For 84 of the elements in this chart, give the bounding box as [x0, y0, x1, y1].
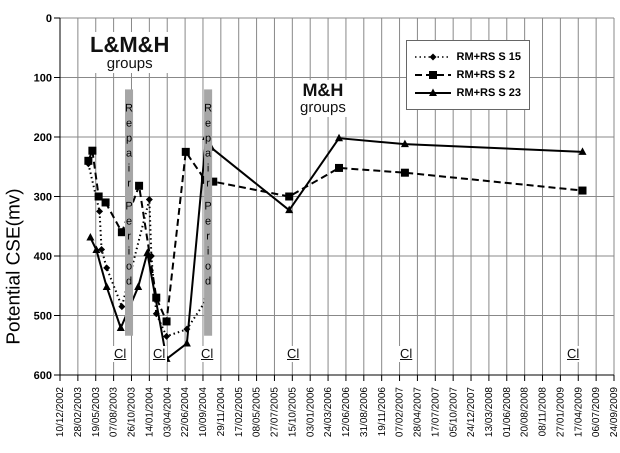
x-tick-label: 10/12/2002: [55, 386, 66, 438]
point: [88, 146, 96, 155]
y-tick-label: 100: [34, 72, 52, 84]
x-tick-label: 17/04/2009: [573, 386, 584, 438]
x-tick-label: 22/06/2004: [180, 386, 192, 438]
annotation: Cl: [153, 346, 166, 361]
annotation: Cl: [287, 346, 300, 361]
point: [335, 134, 344, 142]
point: [146, 196, 153, 203]
y-tick-label: 500: [34, 310, 52, 322]
point: [162, 317, 171, 326]
x-tick-label: 07/02/2007: [394, 386, 406, 438]
x-tick-label: 29/11/2004: [216, 386, 227, 436]
x-tick-label: 01/06/2008: [502, 386, 513, 438]
point: [84, 156, 92, 165]
annotation: Cl: [400, 346, 412, 361]
point: [182, 338, 191, 346]
x-tick-label: 27/07/2005: [270, 386, 281, 438]
x-tick-label: 28/02/2003: [72, 386, 84, 438]
point: [92, 246, 100, 254]
x-tick-label: 28/04/2007: [412, 386, 424, 438]
y-tick-label: 0: [46, 12, 52, 25]
point: [182, 148, 190, 156]
annotation: M&H groups: [300, 80, 346, 116]
y-tick-label: 600: [34, 370, 52, 382]
point: [118, 303, 126, 310]
x-tick-label: 19/05/2003: [90, 386, 102, 438]
annotation: Cl: [114, 346, 126, 361]
x-tick-label: 17/02/2005: [234, 386, 245, 438]
point: [102, 198, 110, 206]
x-tick-label: 24/09/2009: [609, 386, 620, 438]
annotation: Cl: [567, 346, 580, 361]
x-tick-label: 08/11/2008: [538, 386, 549, 436]
x-tick-label: 24/03/2006: [323, 386, 334, 438]
x-tick-label: 26/10/2003: [126, 386, 138, 438]
point: [578, 147, 586, 155]
annotation: L&M&H groups: [90, 32, 170, 72]
point: [183, 326, 190, 333]
x-tick-label: 31/08/2006: [358, 386, 370, 438]
point: [335, 164, 344, 172]
text: Repair Period: [125, 102, 134, 288]
x-tick-label: 05/10/2007: [448, 386, 460, 438]
point: [134, 282, 142, 290]
x-tick-label: 17/07/2007: [430, 386, 442, 438]
x-tick-label: 20/08/2008: [520, 386, 531, 438]
point: [94, 192, 103, 200]
y-axis-title: Potential CSE(mv): [4, 188, 25, 345]
point: [102, 282, 111, 290]
point: [152, 310, 160, 318]
legend-label: RM+RS S 23: [456, 87, 521, 99]
x-tick-label: 14/01/2004: [144, 386, 156, 438]
point: [135, 182, 144, 190]
x-tick-label: 13/03/2008: [484, 386, 496, 438]
point: [400, 168, 409, 177]
legend-label: RM+RS S 2: [456, 69, 515, 81]
y-tick-label: 200: [34, 132, 52, 144]
x-tick-label: 27/01/2009: [555, 386, 566, 438]
annotation: Cl: [201, 346, 214, 361]
x-tick-label: 03/01/2006: [305, 386, 316, 438]
point: [143, 248, 152, 256]
point: [285, 192, 294, 200]
y-tick-label: 400: [34, 250, 52, 263]
point: [116, 323, 125, 331]
point: [578, 186, 586, 195]
point: [98, 246, 106, 253]
point: [86, 233, 94, 241]
x-tick-label: 19/11/2006: [376, 386, 388, 436]
point: [96, 208, 104, 215]
legend-label: RM+RS S 15: [456, 51, 521, 63]
x-tick-label: 24/12/2007: [466, 386, 478, 438]
text: Repair Period: [204, 102, 212, 288]
x-tick-label: 03/04/2004: [162, 386, 174, 438]
x-tick-label: 07/08/2003: [108, 386, 120, 438]
point: [152, 294, 160, 302]
point: [285, 206, 294, 214]
x-tick-label: 10/09/2004: [198, 386, 210, 438]
x-tick-label: 06/07/2009: [591, 386, 602, 438]
point: [103, 264, 110, 272]
point: [400, 140, 409, 148]
x-tick-label: 12/06/2006: [341, 386, 352, 438]
y-tick-label: 300: [34, 191, 52, 204]
x-tick-label: 08/05/2005: [252, 386, 263, 438]
point: [163, 332, 170, 340]
x-tick-label: 15/10/2005: [287, 386, 298, 438]
